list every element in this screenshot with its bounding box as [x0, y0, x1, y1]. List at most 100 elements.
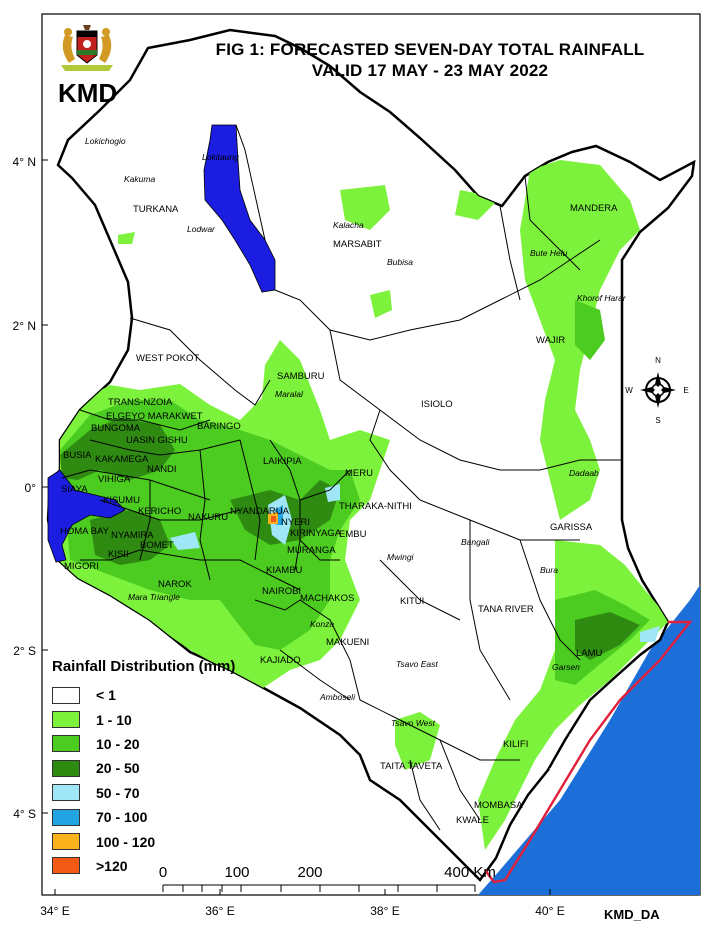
- scale-tick-0: 0: [159, 864, 167, 881]
- place-label: Amboseli: [319, 692, 356, 702]
- county-label: MARSABIT: [333, 239, 382, 250]
- county-label: MIGORI: [64, 561, 99, 572]
- county-label: NAIROBI: [262, 586, 301, 597]
- county-label: WAJIR: [536, 335, 565, 346]
- legend-label: 50 - 70: [96, 784, 140, 801]
- place-label: Garsen: [552, 662, 580, 672]
- legend-swatch: [52, 833, 80, 851]
- legend-label: 20 - 50: [96, 760, 140, 777]
- lat-label-0: 0°: [25, 481, 37, 495]
- legend-item: >120: [52, 854, 252, 878]
- legend-label: < 1: [96, 687, 116, 704]
- legend-item: 70 - 100: [52, 805, 252, 829]
- county-label: KWALE: [456, 815, 489, 826]
- county-label: NYANDARUA: [230, 506, 290, 517]
- county-label: MOMBASA: [474, 800, 523, 811]
- lon-label-34e: 34° E: [40, 904, 69, 918]
- legend-rows: < 1 1 - 10 10 - 20 20 - 50 50 - 70 70 - …: [52, 683, 252, 878]
- county-label: THARAKA-NITHI: [339, 501, 412, 512]
- legend-swatch: [52, 686, 80, 704]
- legend-item: 100 - 120: [52, 829, 252, 853]
- county-label: BOMET: [140, 540, 174, 551]
- compass-rose: [640, 372, 676, 408]
- legend-item: 1 - 10: [52, 707, 252, 731]
- county-label: LAIKIPIA: [263, 456, 302, 467]
- county-label: GARISSA: [550, 522, 593, 533]
- place-label: Bura: [540, 565, 558, 575]
- place-label: Tsavo West: [391, 718, 436, 728]
- county-label: NYAMIRA: [111, 530, 154, 541]
- county-label: SAMBURU: [277, 371, 325, 382]
- county-labels: TURKANA MARSABIT MANDERA WAJIR WEST POKO…: [60, 203, 618, 826]
- legend-swatch: [52, 784, 80, 802]
- map-title-line1: FIG 1: FORECASTED SEVEN-DAY TOTAL RAINFA…: [215, 40, 645, 59]
- graticule-ticks: [42, 159, 551, 895]
- place-label: Lokitaung: [202, 152, 239, 162]
- county-label: TAITA TAVETA: [380, 761, 443, 772]
- county-label: BARINGO: [197, 421, 241, 432]
- compass-s: S: [655, 416, 660, 425]
- legend-swatch: [52, 759, 80, 777]
- lat-label-2s: 2° S: [13, 644, 36, 658]
- county-label: NANDI: [147, 464, 177, 475]
- county-label: TRANS-NZOIA: [108, 397, 173, 408]
- county-label: KERICHO: [138, 506, 181, 517]
- legend-swatch: [52, 857, 80, 875]
- place-label: Maralal: [275, 389, 304, 399]
- lake-turkana: [203, 124, 276, 293]
- place-label: Lokichogio: [85, 136, 126, 146]
- legend-label: 100 - 120: [96, 833, 156, 850]
- county-label: KISII: [108, 549, 129, 560]
- county-label: KAKAMEGA: [95, 454, 149, 465]
- credit-label: KMD_DA: [604, 907, 660, 922]
- place-label: Khorof Harar: [577, 293, 627, 303]
- place-label: Kalacha: [333, 220, 364, 230]
- county-label: KILIFI: [503, 739, 528, 750]
- legend-item: 20 - 50: [52, 756, 252, 780]
- lat-label-2n: 2° N: [13, 319, 36, 333]
- legend-item: 50 - 70: [52, 781, 252, 805]
- legend-swatch: [52, 711, 80, 729]
- county-label: LAMU: [576, 648, 603, 659]
- legend-label: 70 - 100: [96, 809, 148, 826]
- county-label: KAJIADO: [260, 655, 301, 666]
- legend-swatch: [52, 735, 80, 753]
- scale-tick-100: 100: [224, 864, 249, 881]
- coat-of-arms-emblem: [61, 25, 113, 71]
- lake-victoria: [47, 469, 126, 563]
- compass-e: E: [683, 386, 688, 395]
- map-border: [41, 13, 701, 896]
- county-label: MURANGA: [287, 545, 336, 556]
- county-label: WEST POKOT: [136, 353, 199, 364]
- place-label: Lodwar: [187, 224, 216, 234]
- county-label: KIRINYAGA: [290, 528, 342, 539]
- place-label: Mara Triangle: [128, 592, 180, 602]
- county-label: NYERI: [281, 517, 310, 528]
- county-label: BUNGOMA: [91, 423, 141, 434]
- lon-label-40e: 40° E: [535, 904, 564, 918]
- lat-label-4n: 4° N: [13, 155, 36, 169]
- county-label: ISIOLO: [421, 399, 453, 410]
- county-borders: [61, 124, 622, 831]
- legend-label: >120: [96, 857, 128, 874]
- legend-title: Rainfall Distribution (mm): [52, 658, 236, 675]
- legend-label: 1 - 10: [96, 711, 132, 728]
- county-label: SIAYA: [61, 484, 88, 495]
- scale-tick-400: 400 Km: [444, 864, 496, 881]
- county-label: VIHIGA: [98, 474, 131, 485]
- legend: Rainfall Distribution (mm) < 1 1 - 10 10…: [52, 658, 252, 878]
- county-label: EMBU: [339, 529, 367, 540]
- place-label: Konza: [310, 619, 334, 629]
- legend-item: < 1: [52, 683, 252, 707]
- agency-logo-text: KMD: [58, 78, 118, 108]
- place-label: Bangali: [461, 537, 490, 547]
- compass-n: N: [655, 356, 661, 365]
- place-label: Dadaab: [569, 468, 599, 478]
- place-label: Mwingi: [387, 552, 415, 562]
- place-label: Bubisa: [387, 257, 413, 267]
- lon-label-38e: 38° E: [370, 904, 399, 918]
- lon-label-36e: 36° E: [205, 904, 234, 918]
- place-label: Tsavo East: [396, 659, 438, 669]
- county-label: ELGEYO MARAKWET: [106, 411, 203, 422]
